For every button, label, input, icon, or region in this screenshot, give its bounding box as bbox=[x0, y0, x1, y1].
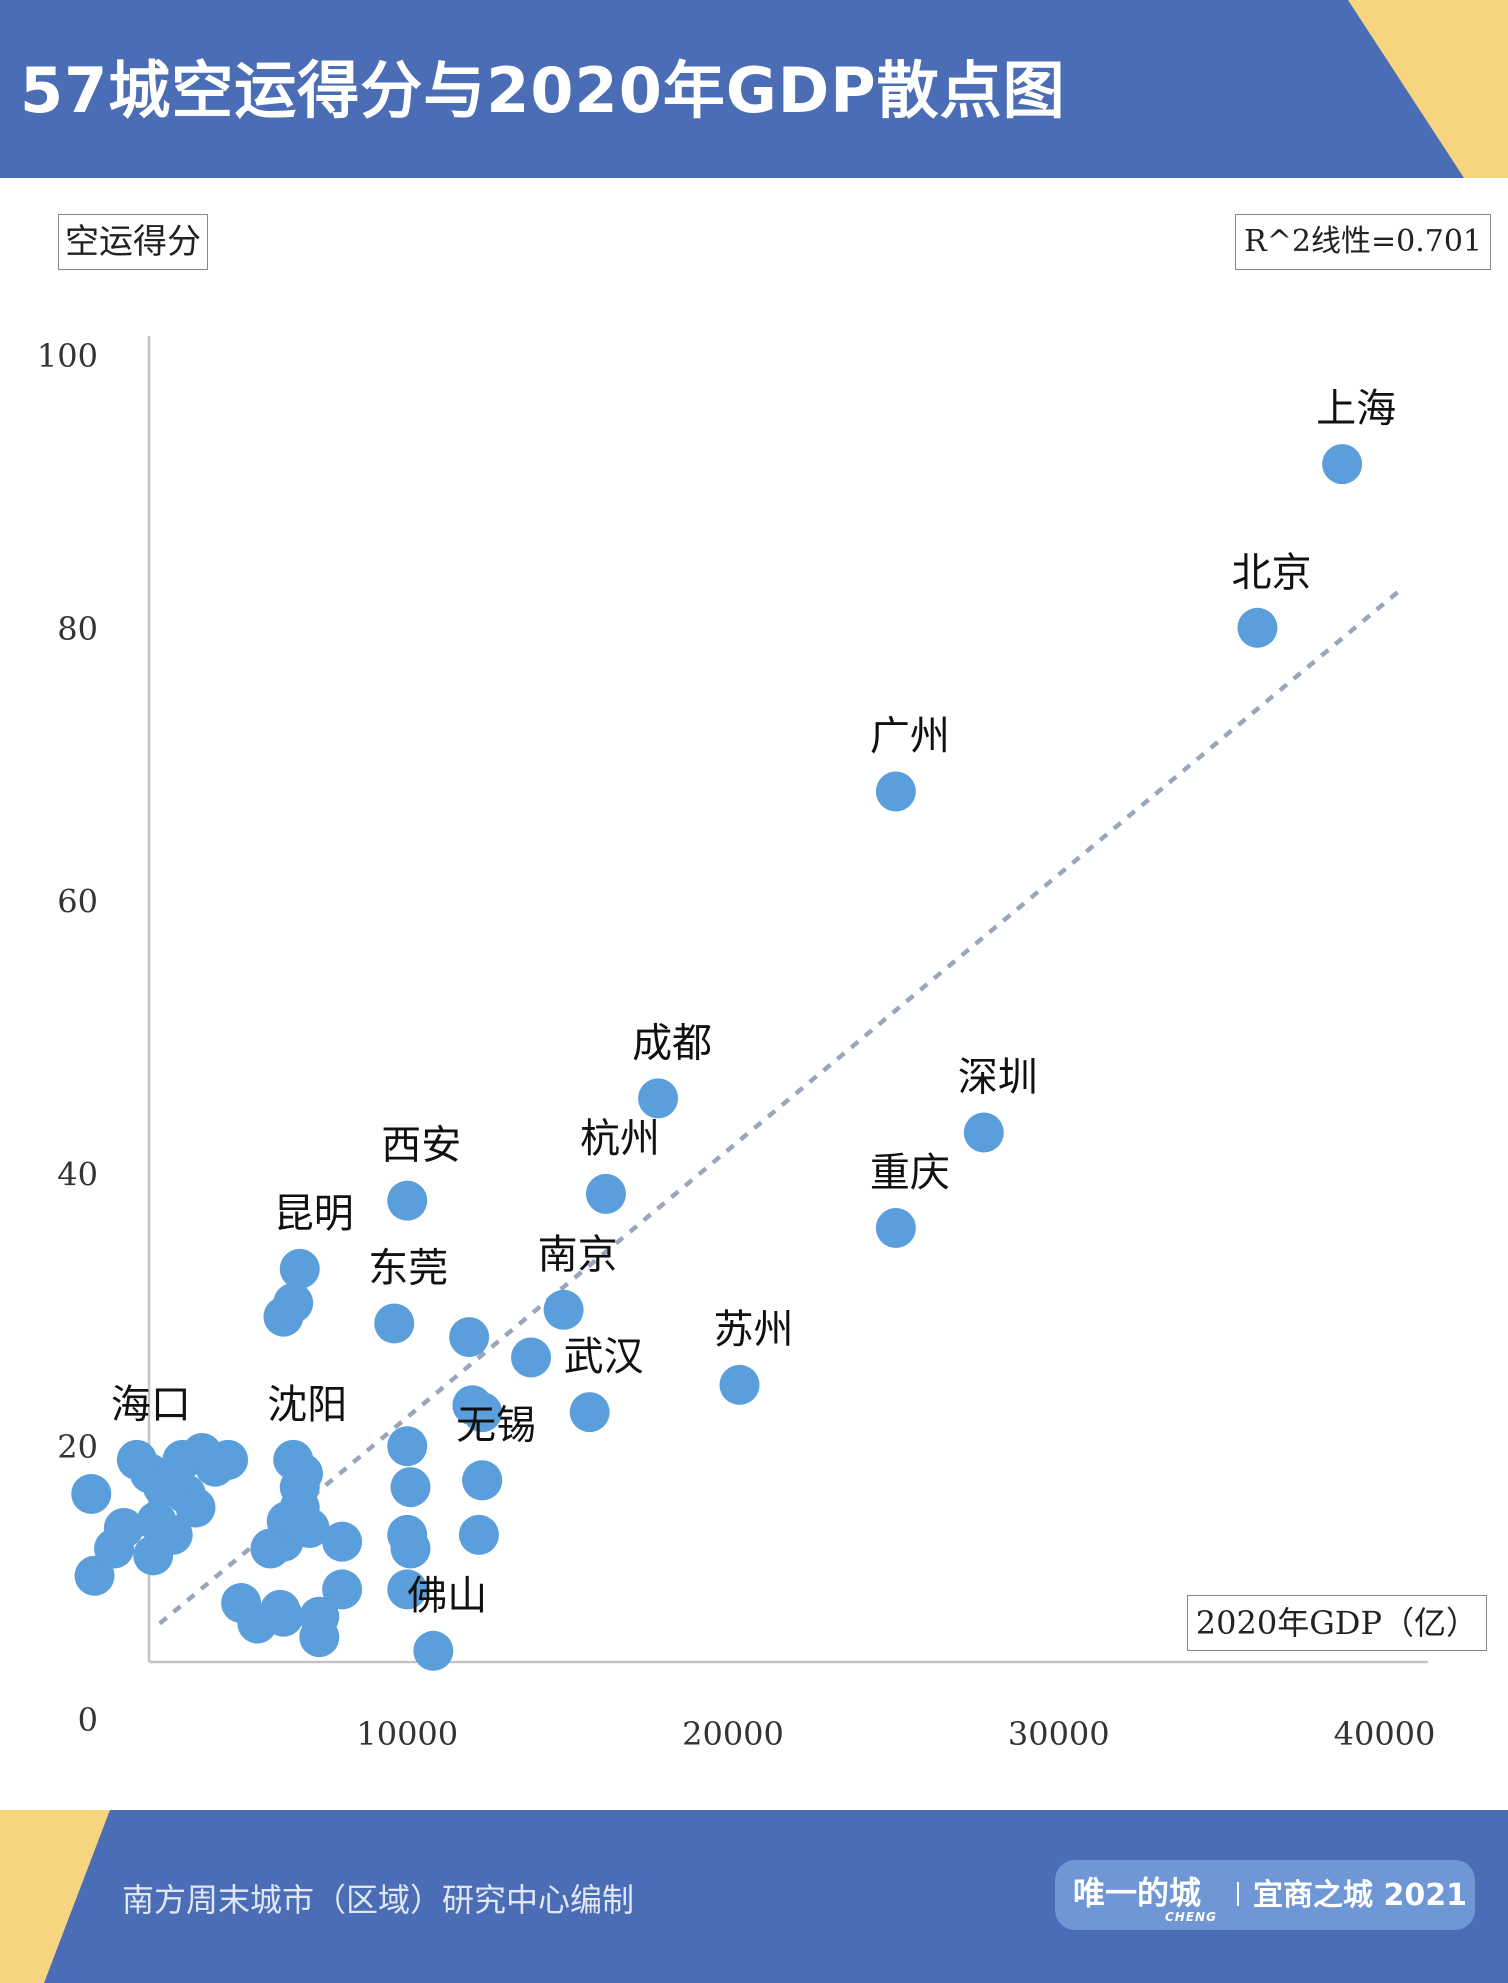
x-tick-labels: 10000 20000 30000 40000 bbox=[356, 1715, 1435, 1753]
scatter-chart: 0 20 40 60 80 100 10000 20000 30000 40000 上海北京广州… bbox=[37, 336, 1435, 1753]
city-label: 广州 bbox=[870, 713, 950, 759]
y-tick-labels: 0 20 40 60 80 100 bbox=[37, 337, 98, 1739]
x-tick-label: 10000 bbox=[356, 1715, 458, 1753]
data-point bbox=[449, 1317, 490, 1358]
data-point bbox=[458, 1514, 499, 1555]
city-label: 佛山 bbox=[407, 1573, 487, 1619]
data-point bbox=[208, 1439, 249, 1480]
data-point-沈阳 bbox=[273, 1439, 314, 1480]
x-tick-label: 30000 bbox=[1008, 1715, 1110, 1753]
city-label: 上海 bbox=[1316, 386, 1396, 432]
city-label: 深圳 bbox=[958, 1054, 1038, 1100]
city-label: 东莞 bbox=[368, 1245, 448, 1291]
city-label: 海口 bbox=[111, 1382, 191, 1428]
page-title: 57城空运得分与2020年GDP散点图 bbox=[20, 54, 1066, 127]
data-point bbox=[152, 1514, 193, 1555]
city-label: 沈阳 bbox=[267, 1382, 347, 1428]
city-label: 成都 bbox=[632, 1020, 712, 1066]
x-axis-label: 2020年GDP（亿） bbox=[1186, 1595, 1487, 1651]
brand-left-text: 唯一的城 bbox=[1073, 1874, 1202, 1912]
x-tick-label: 20000 bbox=[682, 1715, 784, 1753]
header-bar bbox=[0, 0, 1508, 178]
data-point-上海 bbox=[1322, 444, 1363, 485]
data-points bbox=[71, 444, 1363, 1671]
city-label: 北京 bbox=[1231, 550, 1311, 596]
y-tick-label: 20 bbox=[57, 1428, 98, 1466]
trendline bbox=[158, 585, 1406, 1626]
city-label: 无锡 bbox=[456, 1402, 536, 1448]
data-point bbox=[390, 1467, 431, 1508]
data-point bbox=[390, 1528, 431, 1569]
city-label: 杭州 bbox=[580, 1116, 660, 1162]
data-point bbox=[299, 1617, 340, 1658]
data-point bbox=[263, 1596, 304, 1637]
data-point-佛山 bbox=[413, 1630, 454, 1671]
data-point-西安 bbox=[387, 1180, 428, 1221]
city-label: 西安 bbox=[381, 1123, 461, 1169]
y-tick-label: 40 bbox=[57, 1155, 98, 1193]
city-label: 南京 bbox=[538, 1232, 618, 1278]
data-point-北京 bbox=[1237, 607, 1278, 648]
city-label: 苏州 bbox=[714, 1307, 794, 1353]
footer-credit: 南方周末城市（区域）研究中心编制 bbox=[122, 1881, 635, 1919]
y-tick-label: 100 bbox=[37, 337, 98, 375]
data-point-南京 bbox=[543, 1289, 584, 1330]
city-label: 昆明 bbox=[274, 1191, 354, 1237]
r2-legend: R^2线性=0.701 bbox=[1235, 214, 1491, 270]
y-tick-label: 80 bbox=[57, 610, 98, 648]
data-point bbox=[103, 1508, 144, 1549]
data-point bbox=[71, 1473, 112, 1514]
data-point-无锡 bbox=[462, 1460, 503, 1501]
data-point-东莞 bbox=[374, 1303, 415, 1344]
data-point bbox=[462, 1392, 503, 1433]
data-point-杭州 bbox=[585, 1173, 626, 1214]
data-point-成都 bbox=[638, 1078, 679, 1119]
data-point-重庆 bbox=[875, 1207, 916, 1248]
data-point bbox=[387, 1569, 428, 1610]
footer-banner: 南方周末城市（区域）研究中心编制 唯一的城 CHENG 宜商之城 2021 bbox=[0, 1810, 1508, 1983]
data-point-苏州 bbox=[719, 1364, 760, 1405]
y-tick-label: 0 bbox=[78, 1701, 98, 1739]
data-point-海口 bbox=[116, 1439, 157, 1480]
data-point bbox=[322, 1521, 363, 1562]
data-point bbox=[175, 1487, 216, 1528]
brand-sub-text: CHENG bbox=[1165, 1910, 1217, 1924]
data-point bbox=[387, 1426, 428, 1467]
city-label: 重庆 bbox=[870, 1150, 950, 1196]
brand-separator bbox=[1237, 1882, 1239, 1906]
data-point-深圳 bbox=[963, 1112, 1004, 1153]
brand-right-text: 宜商之城 2021 bbox=[1253, 1878, 1467, 1913]
data-point bbox=[322, 1569, 363, 1610]
data-point bbox=[273, 1282, 314, 1323]
header-banner: 57城空运得分与2020年GDP散点图 bbox=[0, 0, 1508, 178]
y-tick-label: 60 bbox=[57, 883, 98, 921]
data-point-昆明 bbox=[279, 1248, 320, 1289]
brand-logo: 唯一的城 CHENG 宜商之城 2021 bbox=[1055, 1860, 1475, 1930]
data-point-武汉 bbox=[569, 1392, 610, 1433]
data-point bbox=[511, 1337, 552, 1378]
data-point bbox=[250, 1528, 291, 1569]
y-axis-label: 空运得分 bbox=[58, 214, 208, 270]
data-point-广州 bbox=[875, 771, 916, 812]
x-tick-label: 40000 bbox=[1334, 1715, 1436, 1753]
city-label: 武汉 bbox=[564, 1334, 644, 1380]
